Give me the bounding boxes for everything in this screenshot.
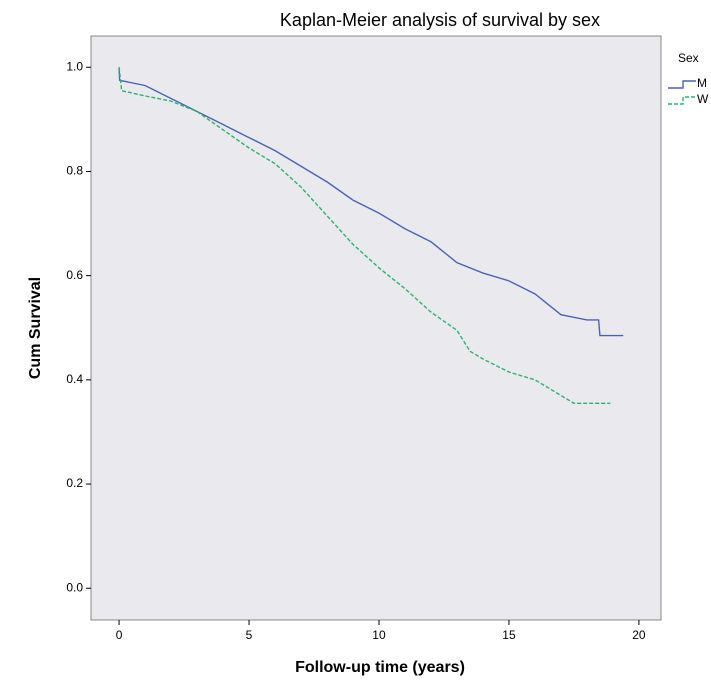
plot-area: [90, 35, 662, 621]
chart-title: Kaplan-Meier analysis of survival by sex: [280, 10, 600, 30]
y-axis-label: Cum Survival: [27, 277, 44, 379]
y-tick-label: 1.0: [66, 59, 83, 73]
survival-curve: [118, 67, 624, 337]
legend-title: Sex: [678, 51, 699, 65]
x-tick-label: 10: [372, 628, 386, 642]
legend-label: M: [697, 76, 707, 90]
x-tick-label: 0: [116, 628, 123, 642]
legend-swatch: [668, 96, 696, 105]
x-tick-label: 5: [246, 628, 253, 642]
y-tick-label: 0.6: [66, 268, 83, 282]
x-tick-label: 20: [632, 628, 646, 642]
y-tick-label: 0.8: [66, 164, 83, 178]
legend-swatch: [668, 80, 696, 89]
x-tick-label: 15: [502, 628, 516, 642]
x-axis-label: Follow-up time (years): [295, 659, 465, 676]
survival-curve: [118, 67, 611, 404]
y-tick-label: 0.2: [66, 476, 83, 490]
y-tick-label: 0.4: [66, 372, 83, 386]
legend-label: W: [697, 92, 709, 106]
y-tick-label: 0.0: [66, 580, 83, 594]
